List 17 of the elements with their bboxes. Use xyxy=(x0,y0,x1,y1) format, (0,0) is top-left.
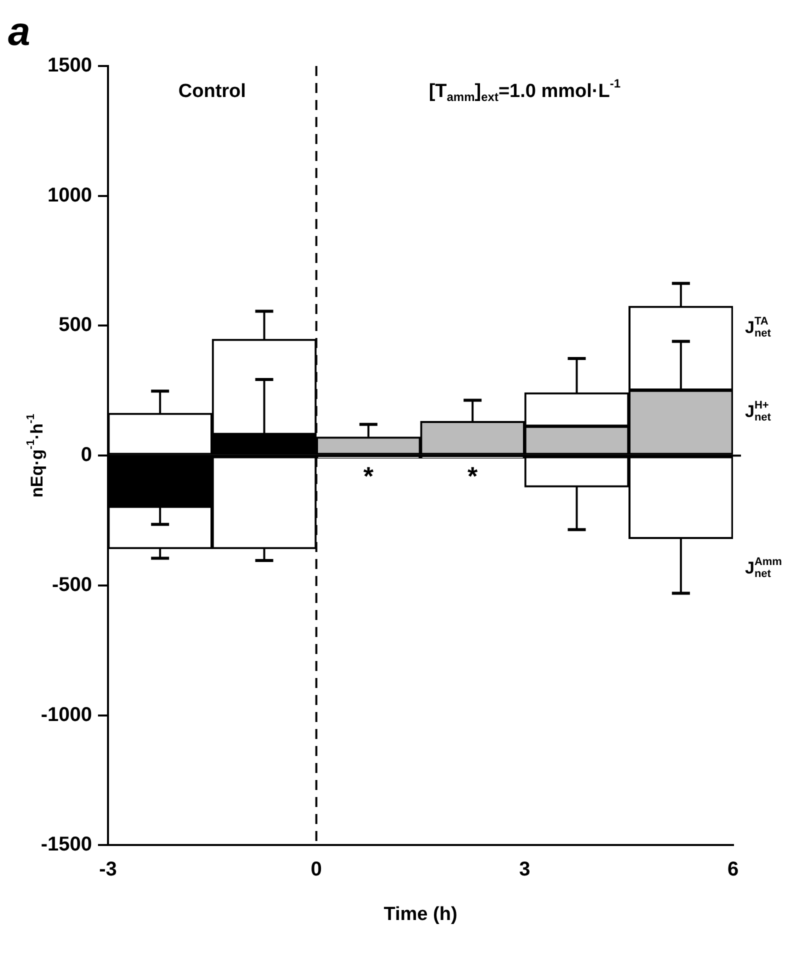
y-axis-title: nEq·g-1·h-1 xyxy=(25,414,47,498)
x-tick-label: 6 xyxy=(727,858,739,881)
annotation: * xyxy=(468,460,479,491)
y-tick-label: -500 xyxy=(52,574,92,596)
y-tick-label: 1000 xyxy=(48,184,92,206)
y-tick-label: -1000 xyxy=(40,704,92,726)
y-tick-label: -1500 xyxy=(40,834,92,856)
x-tick-label: 0 xyxy=(310,858,322,881)
x-tick-label: 3 xyxy=(519,858,530,881)
chart-title: a xyxy=(8,10,30,54)
annotation: * xyxy=(363,460,374,491)
annotation: Control xyxy=(178,81,246,102)
y-tick-label: 500 xyxy=(58,314,92,336)
x-axis-title: Time (h) xyxy=(384,904,458,925)
y-tick-label: 0 xyxy=(80,444,92,466)
x-tick-label: -3 xyxy=(99,858,117,881)
y-tick-label: 1500 xyxy=(48,54,92,77)
